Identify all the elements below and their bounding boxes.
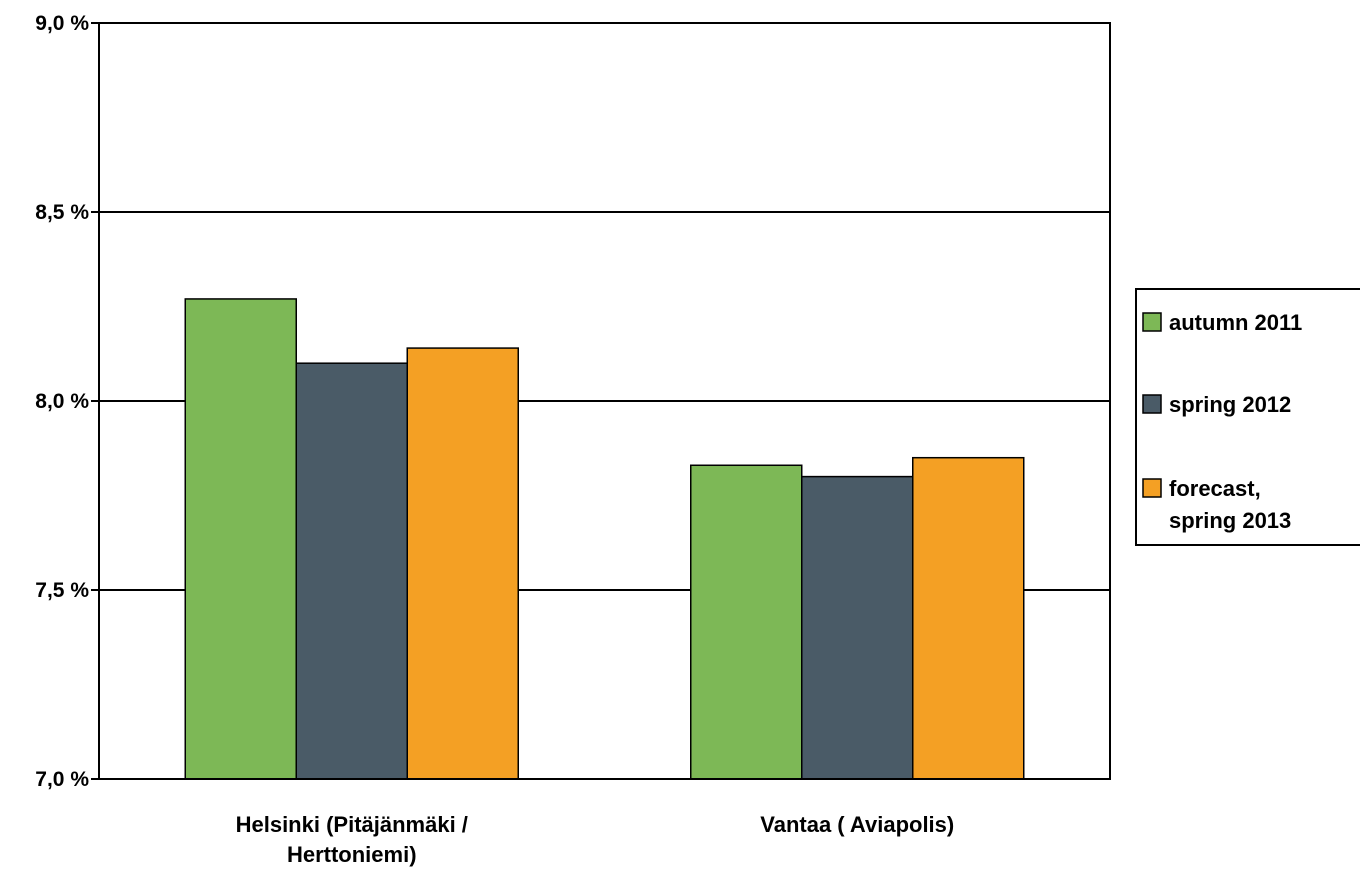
bar-1-3 bbox=[406, 347, 519, 780]
y-tick-label: 8,5 % bbox=[35, 201, 89, 224]
bar-2-2 bbox=[801, 475, 914, 780]
y-tick-label: 7,5 % bbox=[35, 579, 89, 602]
legend-swatch bbox=[1142, 312, 1162, 332]
legend-label-line: autumn 2011 bbox=[1169, 310, 1302, 335]
legend-swatch bbox=[1142, 394, 1162, 414]
y-tick-label: 8,0 % bbox=[35, 390, 89, 413]
x-category-line: Helsinki (Pitäjänmäki / bbox=[236, 812, 468, 837]
x-axis-categories: Helsinki (Pitäjänmäki / Herttoniemi) Vanta… bbox=[236, 812, 955, 867]
legend-label: autumn 2011 bbox=[1169, 310, 1302, 335]
legend-label: spring 2012 bbox=[1169, 392, 1291, 417]
y-tick-label: 7,0 % bbox=[35, 768, 89, 791]
bar-1-2 bbox=[295, 362, 408, 780]
y-tick-label: 9,0 % bbox=[35, 12, 89, 35]
x-category-label: Vantaa ( Aviapolis) bbox=[760, 812, 954, 837]
legend-label-line: forecast, bbox=[1169, 476, 1261, 501]
legend-swatch bbox=[1142, 478, 1162, 498]
legend-label-line: spring 2013 bbox=[1169, 508, 1291, 533]
bar-2-1 bbox=[690, 464, 803, 780]
bar-1-1 bbox=[184, 298, 297, 780]
x-category-line: Herttoniemi) bbox=[287, 842, 417, 867]
x-category-label: Helsinki (Pitäjänmäki / Herttoniemi) bbox=[236, 812, 468, 867]
y-axis-ticks: 7,0 % 7,5 % 8,0 % 8,5 % 9,0 % bbox=[35, 12, 99, 791]
legend-label-line: spring 2012 bbox=[1169, 392, 1291, 417]
plot-frame bbox=[98, 22, 1111, 780]
x-category-line: Vantaa ( Aviapolis) bbox=[760, 812, 954, 837]
bar-2-3 bbox=[912, 456, 1025, 780]
bars bbox=[184, 298, 1025, 780]
legend: autumn 2011 spring 2012 forecast, spring 20… bbox=[1135, 288, 1360, 546]
legend-box bbox=[1135, 288, 1360, 546]
legend-label: forecast, spring 2013 bbox=[1169, 476, 1291, 533]
